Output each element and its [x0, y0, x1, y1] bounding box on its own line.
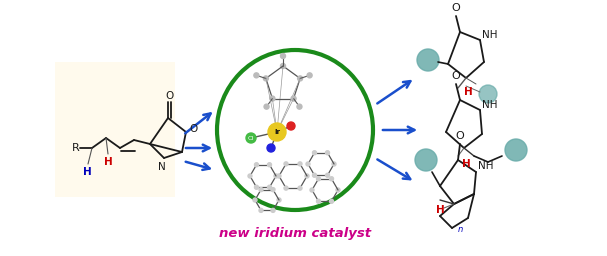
Text: Cl: Cl	[248, 135, 254, 141]
Circle shape	[316, 177, 320, 181]
Circle shape	[270, 96, 275, 101]
Circle shape	[263, 76, 268, 81]
Circle shape	[291, 96, 296, 101]
Circle shape	[313, 173, 316, 177]
Text: O: O	[452, 3, 460, 13]
Circle shape	[298, 186, 302, 190]
Text: O: O	[189, 124, 197, 134]
Circle shape	[284, 162, 288, 166]
Circle shape	[268, 123, 286, 141]
Text: H: H	[104, 157, 112, 167]
Text: H: H	[83, 167, 92, 177]
Circle shape	[415, 149, 437, 171]
Circle shape	[264, 104, 269, 109]
Circle shape	[254, 73, 259, 78]
Text: H: H	[436, 205, 444, 215]
Circle shape	[268, 185, 271, 189]
Circle shape	[248, 174, 252, 178]
Text: NH: NH	[482, 100, 498, 110]
Circle shape	[417, 49, 439, 71]
Circle shape	[298, 162, 302, 166]
Circle shape	[254, 185, 259, 189]
Circle shape	[284, 186, 288, 190]
Circle shape	[479, 85, 497, 103]
Circle shape	[259, 208, 263, 212]
Circle shape	[254, 163, 259, 167]
FancyBboxPatch shape	[55, 62, 175, 197]
Text: R: R	[72, 143, 80, 153]
Text: Ir: Ir	[274, 129, 280, 135]
Circle shape	[246, 133, 256, 143]
Text: N: N	[158, 162, 166, 172]
Circle shape	[325, 173, 330, 177]
Circle shape	[310, 188, 314, 192]
Circle shape	[307, 73, 312, 78]
Text: H: H	[464, 87, 472, 97]
Circle shape	[330, 177, 333, 181]
Text: H: H	[462, 159, 470, 169]
Circle shape	[316, 199, 320, 203]
Circle shape	[271, 188, 275, 191]
Text: NH: NH	[478, 161, 493, 171]
Circle shape	[305, 174, 309, 178]
Circle shape	[271, 208, 275, 212]
Circle shape	[277, 174, 281, 178]
Circle shape	[280, 54, 285, 59]
Circle shape	[330, 199, 333, 203]
Text: NH: NH	[482, 30, 498, 40]
Circle shape	[268, 163, 271, 167]
Circle shape	[280, 63, 285, 69]
Text: new iridium catalyst: new iridium catalyst	[219, 228, 371, 240]
Text: O: O	[452, 71, 460, 81]
Circle shape	[259, 188, 263, 191]
Text: O: O	[456, 131, 464, 141]
Circle shape	[297, 104, 302, 109]
Circle shape	[313, 151, 316, 155]
Circle shape	[336, 188, 340, 192]
Text: O: O	[165, 91, 173, 101]
Circle shape	[267, 144, 275, 152]
Circle shape	[253, 198, 257, 202]
Circle shape	[505, 139, 527, 161]
Circle shape	[332, 162, 336, 166]
Circle shape	[277, 198, 281, 202]
Circle shape	[306, 162, 310, 166]
Circle shape	[287, 122, 295, 130]
Circle shape	[297, 76, 303, 81]
Circle shape	[325, 151, 330, 155]
Text: n: n	[458, 226, 463, 234]
Ellipse shape	[217, 50, 373, 210]
Circle shape	[274, 174, 278, 178]
